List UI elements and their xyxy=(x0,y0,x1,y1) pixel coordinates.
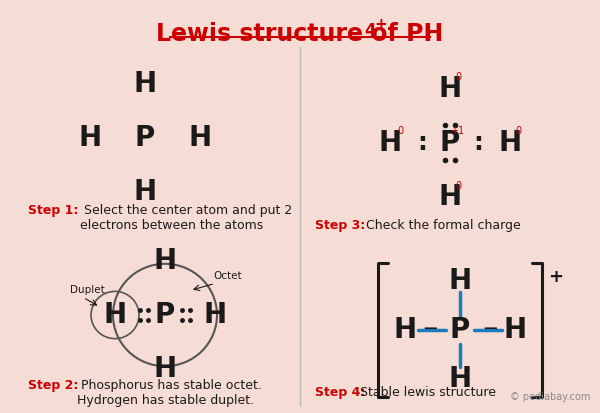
Text: 0: 0 xyxy=(455,72,461,82)
Text: P: P xyxy=(155,301,175,329)
Text: © pediabay.com: © pediabay.com xyxy=(509,392,590,401)
Text: H: H xyxy=(154,247,176,275)
Text: H: H xyxy=(439,183,461,211)
Text: Phosphorus has stable octet.
Hydrogen has stable duplet.: Phosphorus has stable octet. Hydrogen ha… xyxy=(77,379,262,407)
Text: H: H xyxy=(448,365,472,393)
Text: H: H xyxy=(448,266,472,294)
Text: 0: 0 xyxy=(515,126,521,136)
Text: +1: +1 xyxy=(450,126,464,136)
Text: H: H xyxy=(188,124,212,152)
Text: H: H xyxy=(439,75,461,102)
Text: Duplet: Duplet xyxy=(70,285,105,295)
Text: :: : xyxy=(417,131,427,155)
Text: ─: ─ xyxy=(424,320,436,339)
Text: Octet: Octet xyxy=(213,271,242,281)
Text: ─: ─ xyxy=(484,320,496,339)
Text: Lewis structure of PH: Lewis structure of PH xyxy=(157,21,443,46)
Text: H: H xyxy=(133,178,157,206)
Text: Check the formal charge: Check the formal charge xyxy=(362,218,521,232)
Text: H: H xyxy=(154,355,176,383)
Text: P: P xyxy=(440,129,460,157)
Text: 0: 0 xyxy=(397,126,403,136)
Text: H: H xyxy=(394,316,416,344)
Text: +: + xyxy=(374,17,388,32)
Text: H: H xyxy=(79,124,101,152)
Text: Step 4:: Step 4: xyxy=(315,386,365,399)
Text: +: + xyxy=(548,268,563,286)
Text: H: H xyxy=(133,70,157,98)
Text: H: H xyxy=(499,129,521,157)
Text: Step 1:: Step 1: xyxy=(28,204,79,217)
Text: Select the center atom and put 2
electrons between the atoms: Select the center atom and put 2 electro… xyxy=(80,204,292,232)
Text: Stable lewis structure: Stable lewis structure xyxy=(356,386,496,399)
Text: P: P xyxy=(135,124,155,152)
Text: P: P xyxy=(450,316,470,344)
Text: H: H xyxy=(379,129,401,157)
Text: Step 3:: Step 3: xyxy=(315,218,365,232)
Text: 0: 0 xyxy=(455,181,461,191)
Text: H: H xyxy=(503,316,527,344)
Text: Step 2:: Step 2: xyxy=(28,379,79,392)
Text: H: H xyxy=(203,301,227,329)
Text: H: H xyxy=(103,301,127,329)
Text: :: : xyxy=(473,131,483,155)
Text: 4: 4 xyxy=(364,21,376,40)
